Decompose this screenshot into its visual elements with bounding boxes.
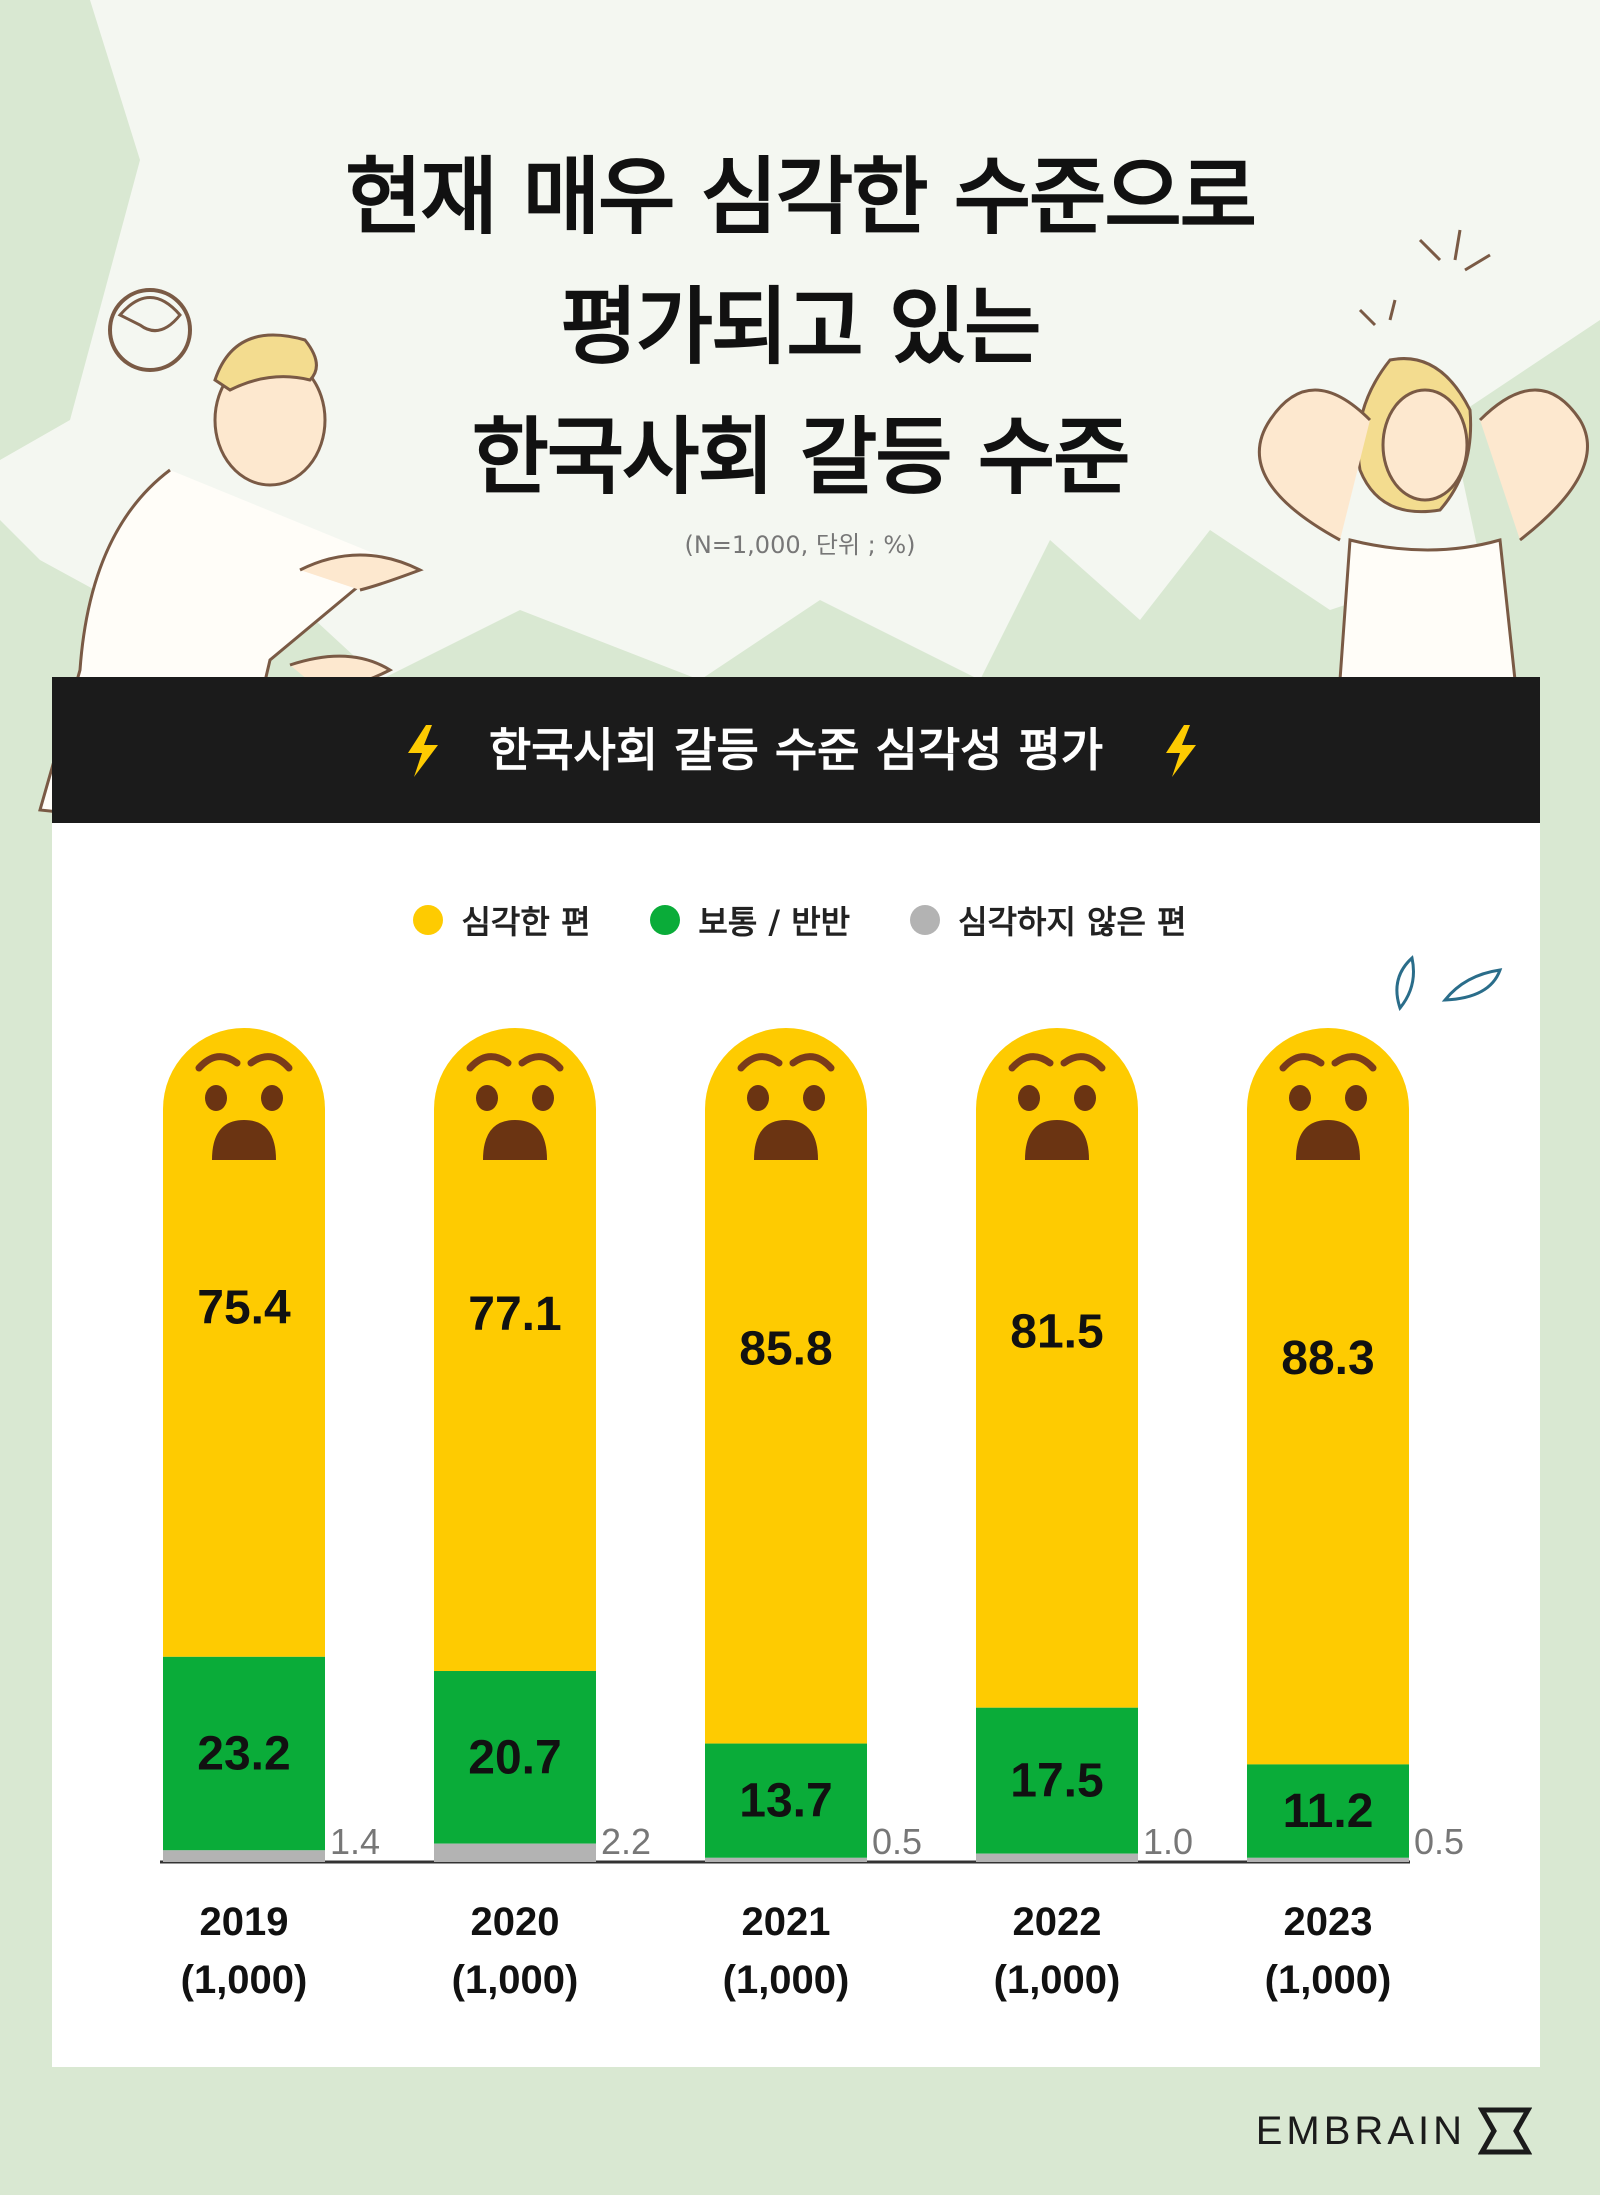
lightning-icon-right — [1166, 725, 1196, 777]
legend-dot-serious — [413, 905, 444, 935]
sweat-drop-icon — [1441, 968, 1503, 1002]
value-label-not-serious: 0.5 — [872, 1821, 922, 1862]
sweat-drop-icon — [1395, 955, 1415, 1012]
bar-neutral — [1247, 1764, 1409, 1858]
eyebrow-left — [1279, 1053, 1325, 1072]
worried-mouth — [483, 1120, 547, 1160]
eye-left — [476, 1085, 498, 1111]
brand-logo: EMBRAIN — [1256, 2106, 1532, 2156]
value-label-not-serious: 1.0 — [1143, 1821, 1193, 1862]
bar-not-serious — [705, 1857, 867, 1862]
x-tick-sample: (1,000) — [994, 1958, 1121, 2002]
eye-left — [1289, 1085, 1311, 1111]
eyebrow-left — [737, 1053, 783, 1072]
legend-item-serious: 심각한 편 — [413, 897, 590, 943]
legend-label-serious: 심각한 편 — [461, 903, 591, 941]
value-label-serious: 75.4 — [197, 1282, 291, 1335]
x-tick-year: 2022 — [1013, 1900, 1102, 1944]
value-label-not-serious: 1.4 — [330, 1821, 380, 1862]
eye-left — [747, 1085, 769, 1111]
bar-not-serious — [434, 1843, 596, 1862]
sample-unit-note: (N=1,000, 단위 ; %) — [684, 531, 916, 559]
value-label-serious: 88.3 — [1281, 1332, 1374, 1385]
eyebrow-left — [466, 1053, 512, 1072]
eyebrow-right — [518, 1053, 564, 1072]
worried-mouth — [212, 1120, 276, 1160]
bar-neutral — [434, 1671, 596, 1844]
eyebrow-right — [247, 1053, 293, 1072]
eye-left — [1018, 1085, 1040, 1111]
eyebrow-right — [1060, 1053, 1106, 1072]
chart-title: 한국사회 갈등 수준 심각성 평가 — [488, 723, 1104, 777]
eyebrow-left — [1008, 1053, 1054, 1072]
legend-item-not-serious: 심각하지 않은 편 — [910, 897, 1187, 943]
bar-not-serious — [976, 1853, 1138, 1862]
legend-label-neutral: 보통 / 반반 — [698, 903, 851, 941]
bar-not-serious — [163, 1850, 325, 1862]
value-label-neutral: 13.7 — [739, 1775, 832, 1828]
value-label-serious: 81.5 — [1010, 1305, 1103, 1358]
worried-mouth — [1025, 1120, 1089, 1160]
worried-mouth — [1296, 1120, 1360, 1160]
legend-item-neutral: 보통 / 반반 — [650, 897, 850, 943]
value-label-serious: 77.1 — [468, 1288, 561, 1341]
bar-neutral — [976, 1707, 1138, 1854]
x-tick-sample: (1,000) — [181, 1958, 308, 2002]
eye-right — [261, 1085, 283, 1111]
x-tick-year: 2021 — [742, 1900, 831, 1944]
worried-mouth — [754, 1120, 818, 1160]
bar-neutral — [163, 1656, 325, 1851]
value-label-serious: 85.8 — [739, 1322, 832, 1375]
eyebrow-right — [789, 1053, 835, 1072]
bar-neutral — [705, 1743, 867, 1858]
chart-header-bar: 한국사회 갈등 수준 심각성 평가 — [52, 677, 1540, 823]
background-illustration — [0, 0, 1600, 832]
legend-dot-neutral — [650, 905, 681, 935]
x-tick-sample: (1,000) — [1265, 1958, 1392, 2002]
eye-right — [1074, 1085, 1096, 1111]
x-tick-year: 2023 — [1284, 1900, 1373, 1944]
eyebrow-left — [195, 1053, 241, 1072]
eye-left — [205, 1085, 227, 1111]
value-label-not-serious: 0.5 — [1414, 1821, 1464, 1862]
brand-name: EMBRAIN — [1255, 2108, 1466, 2153]
value-label-not-serious: 2.2 — [601, 1821, 651, 1862]
title-line-2: 평가되고 있는 — [560, 278, 1042, 376]
value-label-neutral: 17.5 — [1010, 1755, 1103, 1808]
value-label-neutral: 23.2 — [197, 1728, 290, 1781]
x-tick-sample: (1,000) — [723, 1958, 850, 2002]
eye-right — [1345, 1085, 1367, 1111]
x-tick-year: 2019 — [200, 1900, 289, 1944]
legend: 심각한 편 보통 / 반반 심각하지 않은 편 — [0, 895, 1600, 945]
eye-right — [532, 1085, 554, 1111]
value-label-neutral: 11.2 — [1283, 1785, 1374, 1838]
eye-right — [803, 1085, 825, 1111]
lightning-icon-left — [408, 725, 438, 777]
brand-mark-icon — [1478, 2107, 1532, 2155]
title-line-3: 한국사회 갈등 수준 — [471, 408, 1131, 506]
eyebrow-right — [1331, 1053, 1377, 1072]
value-label-neutral: 20.7 — [468, 1731, 561, 1784]
x-tick-sample: (1,000) — [452, 1958, 579, 2002]
bar-not-serious — [1247, 1857, 1409, 1862]
x-tick-year: 2020 — [471, 1900, 560, 1944]
legend-dot-not-serious — [910, 905, 941, 935]
title-line-1: 현재 매우 심각한 수준으로 — [345, 148, 1257, 246]
legend-label-not-serious: 심각하지 않은 편 — [958, 903, 1187, 941]
